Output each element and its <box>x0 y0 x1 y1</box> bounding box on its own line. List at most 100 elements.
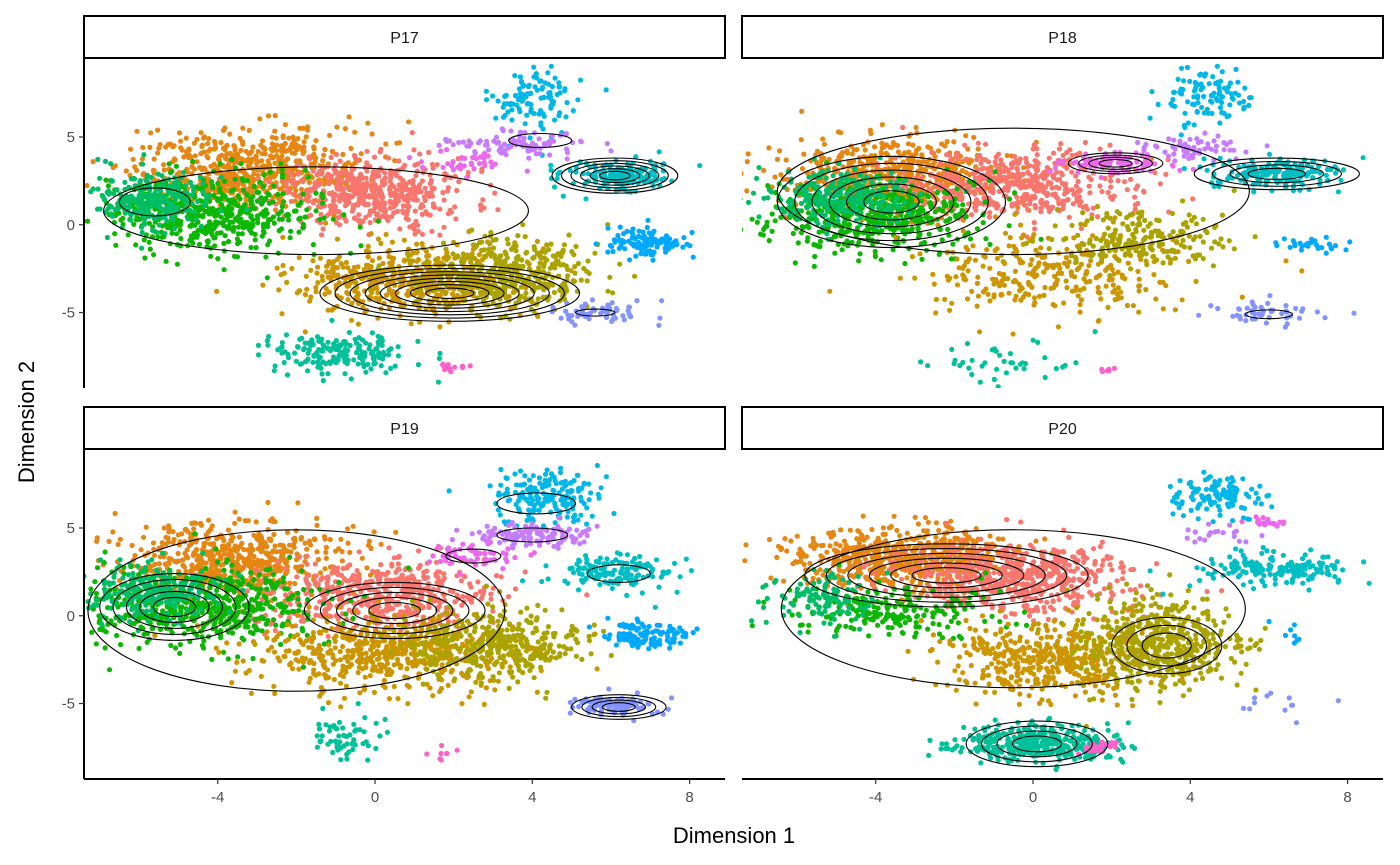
data-point <box>227 151 234 157</box>
data-point <box>143 178 150 184</box>
data-point <box>165 225 171 231</box>
data-point <box>563 308 569 314</box>
data-point <box>272 363 278 369</box>
data-point <box>381 352 387 358</box>
data-point <box>273 153 280 159</box>
data-point <box>335 182 342 188</box>
data-point <box>329 317 335 323</box>
data-point <box>154 186 161 192</box>
data-point <box>1022 202 1028 208</box>
data-point <box>443 246 449 252</box>
data-point <box>166 205 172 211</box>
data-point <box>908 158 914 164</box>
data-point <box>303 273 309 279</box>
data-point <box>531 110 537 117</box>
density-contour <box>589 168 641 184</box>
data-point <box>198 223 205 229</box>
data-point <box>166 190 172 196</box>
data-point <box>546 90 552 96</box>
data-point <box>383 141 389 147</box>
data-point <box>414 168 420 174</box>
data-point <box>466 254 473 261</box>
data-point <box>548 167 554 173</box>
data-point <box>993 177 999 183</box>
data-point <box>486 246 492 252</box>
data-point <box>564 156 570 162</box>
data-point <box>769 211 775 217</box>
data-point <box>310 242 316 248</box>
data-point <box>279 350 285 356</box>
data-point <box>417 182 423 188</box>
data-point <box>1022 184 1028 190</box>
data-point <box>355 361 361 367</box>
data-point <box>183 207 189 213</box>
data-point <box>441 240 447 246</box>
data-point <box>570 108 576 114</box>
data-point <box>341 212 347 218</box>
data-point <box>344 361 350 367</box>
data-point <box>1046 155 1052 161</box>
data-point <box>800 225 806 231</box>
data-point <box>941 183 947 189</box>
data-point <box>267 169 273 175</box>
data-point <box>460 251 466 257</box>
data-point <box>488 159 494 165</box>
data-point <box>524 259 531 265</box>
density-contour <box>319 264 581 322</box>
data-point <box>963 156 969 162</box>
data-point <box>351 357 357 363</box>
data-point <box>817 238 824 244</box>
data-point <box>261 224 267 230</box>
data-point <box>971 134 977 140</box>
data-point <box>607 274 613 280</box>
y-tick-label: -5 <box>62 305 75 322</box>
data-point <box>814 148 821 154</box>
cluster-salmon <box>875 124 1196 240</box>
data-point <box>249 179 255 185</box>
data-point <box>171 191 177 197</box>
data-point <box>78 176 83 181</box>
data-point <box>283 175 289 181</box>
data-point <box>607 242 614 249</box>
data-point <box>1064 165 1070 171</box>
data-point <box>332 192 338 198</box>
data-point <box>337 158 343 164</box>
data-point <box>166 161 172 167</box>
data-point <box>634 298 640 304</box>
data-point <box>1056 185 1062 191</box>
data-point <box>493 134 499 140</box>
data-point <box>603 87 609 93</box>
data-point <box>1135 183 1141 189</box>
data-point <box>342 356 348 362</box>
data-point <box>403 181 409 187</box>
data-point <box>396 182 402 188</box>
data-point <box>390 255 397 261</box>
data-point <box>383 292 390 298</box>
data-point <box>544 257 550 263</box>
data-point <box>579 304 585 310</box>
data-point <box>248 158 254 164</box>
data-point <box>548 241 554 247</box>
data-point <box>138 205 144 211</box>
data-point <box>1031 220 1037 226</box>
data-point <box>215 256 221 262</box>
data-point <box>582 301 589 307</box>
data-point <box>227 219 234 225</box>
data-point <box>357 224 363 230</box>
data-point <box>171 225 177 232</box>
data-point <box>415 338 421 344</box>
data-point <box>345 297 351 303</box>
data-point <box>687 243 693 249</box>
data-point <box>361 266 367 273</box>
data-point <box>935 185 942 191</box>
data-point <box>278 161 284 167</box>
data-point <box>168 170 174 176</box>
data-point <box>1027 201 1033 207</box>
data-point <box>1105 189 1111 196</box>
data-point <box>444 147 450 153</box>
data-point <box>395 208 401 214</box>
data-point <box>355 264 361 270</box>
data-point <box>195 232 201 238</box>
data-point <box>293 188 299 194</box>
data-point <box>316 347 322 353</box>
